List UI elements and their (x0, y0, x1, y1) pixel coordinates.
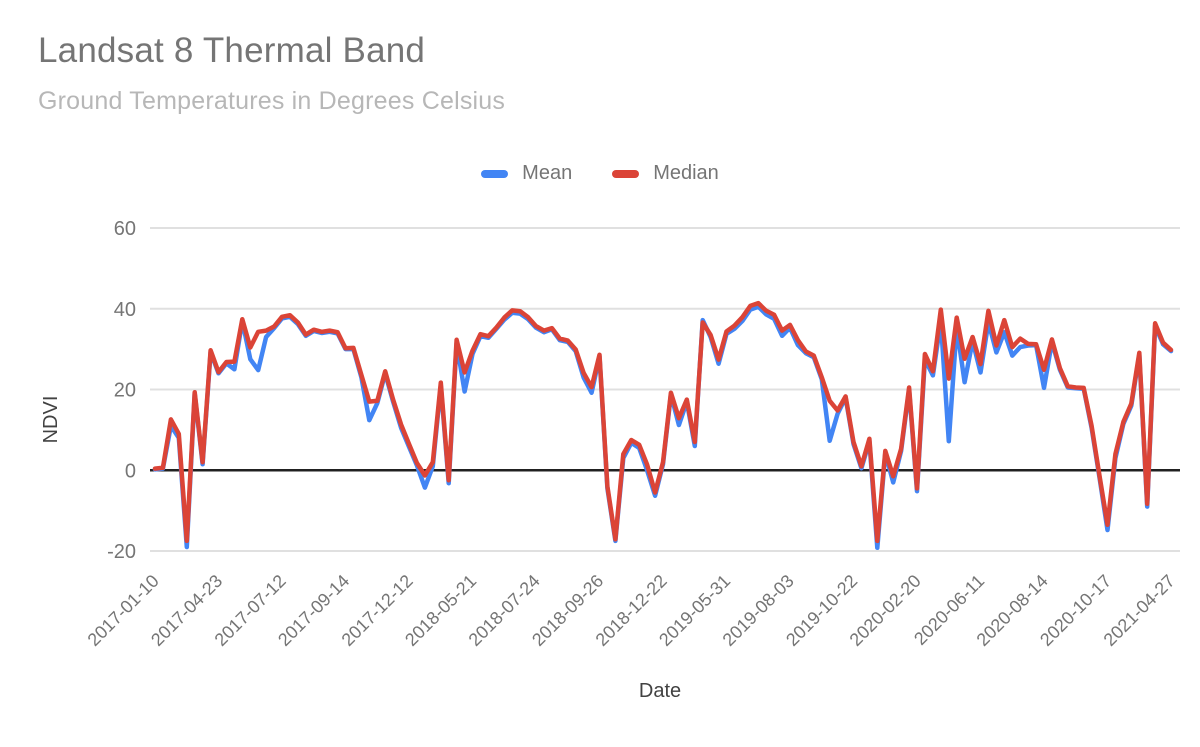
median-swatch-icon (612, 169, 640, 178)
median-line (152, 300, 1174, 544)
plot-area: 60 40 20 0 -20 2017-01-10 2017-04-23 2017-07-12… (0, 210, 1200, 742)
y-tick-label: 0 (125, 460, 136, 482)
line-chart: 6040200-202017-01-102017-04-232017-07-12… (40, 218, 1180, 702)
legend-item-mean: Mean (481, 162, 572, 185)
chart-title: Landsat 8 Thermal Band (38, 31, 426, 70)
y-axis-title: NDVI (40, 396, 62, 444)
y-tick-label: 60 (114, 218, 136, 240)
chart-subtitle: Ground Temperatures in Degrees Celsius (38, 87, 506, 115)
chart-header: Landsat 8 Thermal Band Ground Temperatur… (38, 30, 505, 116)
legend-label-median: Median (653, 162, 719, 184)
legend: Mean Median (0, 162, 1200, 185)
y-tick-label: 40 (114, 299, 136, 321)
legend-label-mean: Mean (522, 162, 573, 184)
mean-swatch-icon (481, 169, 509, 178)
y-tick-label: 20 (114, 380, 136, 402)
x-axis-title: Date (639, 680, 681, 702)
y-tick-label: -20 (107, 541, 136, 563)
legend-item-median: Median (612, 162, 719, 185)
